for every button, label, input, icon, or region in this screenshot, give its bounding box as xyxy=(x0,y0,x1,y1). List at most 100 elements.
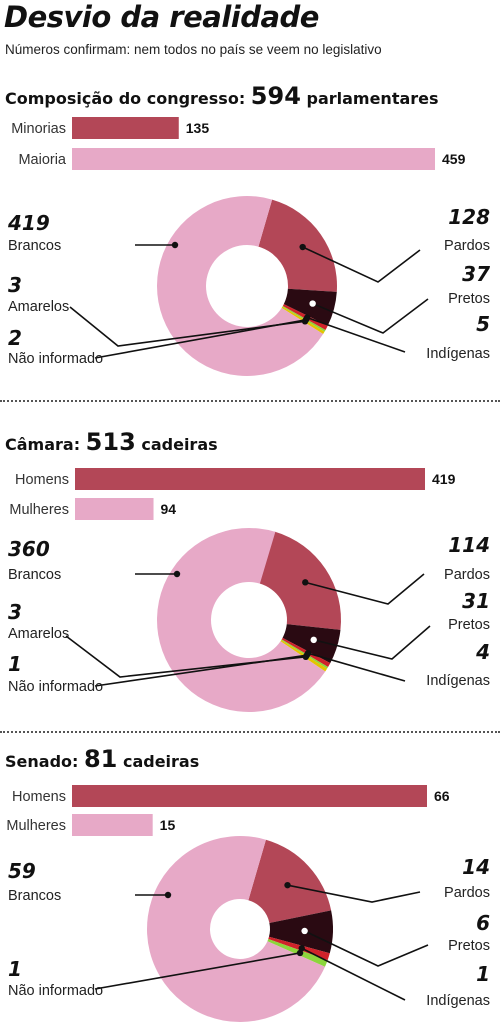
slice-value-label: 1 xyxy=(8,957,22,981)
donut-slice xyxy=(157,196,324,376)
slice-category-label: Indígenas xyxy=(426,346,490,362)
donut-slice xyxy=(258,199,337,292)
bar-category-label: Minorias xyxy=(11,121,66,137)
section-number: 594 xyxy=(250,82,301,110)
slice-value-label: 37 xyxy=(462,262,490,286)
page-title: Desvio da realidade xyxy=(4,0,319,34)
slice-category-label: Amarelos xyxy=(8,626,69,642)
slice-category-label: Indígenas xyxy=(426,673,490,689)
leader-dot xyxy=(299,243,306,251)
slice-value-label: 6 xyxy=(476,911,490,935)
leader-line xyxy=(302,246,421,283)
bar xyxy=(75,498,154,520)
leader-dot xyxy=(303,314,311,321)
section-label: Câmara: xyxy=(5,435,81,454)
leader-line xyxy=(301,947,406,1001)
donut-slice xyxy=(268,910,333,954)
slice-value-label: 1 xyxy=(8,652,22,676)
leader-line xyxy=(304,930,429,967)
slice-category-label: Brancos xyxy=(8,238,61,254)
leader-dot xyxy=(309,300,316,307)
leader-dot xyxy=(173,570,181,578)
donut-slice xyxy=(147,836,325,1023)
bar-category-label: Mulheres xyxy=(6,818,66,834)
section-number: 513 xyxy=(85,428,136,456)
slice-category-label: Não informado xyxy=(8,983,103,999)
slice-value-label: 5 xyxy=(476,312,490,336)
leader-line xyxy=(313,625,431,660)
bar xyxy=(72,785,427,807)
section-label: Composição do congresso: xyxy=(5,89,246,108)
bar xyxy=(72,814,153,836)
leader-line xyxy=(287,884,421,903)
slice-category-label: Pretos xyxy=(448,291,490,307)
section-title-congresso: Composição do congresso: 594 parlamentar… xyxy=(5,82,439,110)
slice-value-label: 128 xyxy=(448,205,490,229)
bar xyxy=(72,148,435,170)
slice-value-label: 4 xyxy=(475,640,490,664)
leader-line xyxy=(69,306,306,347)
leader-dot xyxy=(298,945,305,952)
donut-slice xyxy=(259,531,341,630)
slice-category-label: Não informado xyxy=(8,679,103,695)
slice-value-label: 2 xyxy=(8,326,22,350)
bar xyxy=(72,117,179,139)
leader-dot xyxy=(284,881,291,889)
slice-category-label: Pretos xyxy=(448,938,490,954)
bar-value-label: 135 xyxy=(186,120,210,136)
slice-category-label: Brancos xyxy=(8,567,61,583)
slice-category-label: Pardos xyxy=(444,238,490,254)
slice-category-label: Pretos xyxy=(448,617,490,633)
slice-category-label: Amarelos xyxy=(8,299,69,315)
bar-value-label: 94 xyxy=(161,501,177,517)
bar-category-label: Mulheres xyxy=(9,502,69,518)
leader-line xyxy=(305,573,425,605)
section-unit: cadeiras xyxy=(141,435,218,454)
bar-category-label: Homens xyxy=(15,472,69,488)
slice-value-label: 3 xyxy=(8,273,22,297)
bar-value-label: 66 xyxy=(434,788,450,804)
section-unit: cadeiras xyxy=(122,752,200,771)
section-title-senado: Senado: 81 cadeiras xyxy=(5,745,199,773)
slice-category-label: Pardos xyxy=(444,567,490,583)
slice-value-label: 3 xyxy=(8,600,22,624)
leader-line xyxy=(307,652,406,682)
section-number: 81 xyxy=(83,745,118,773)
section-divider xyxy=(0,731,500,733)
section-label: Senado: xyxy=(5,752,79,771)
slice-category-label: Indígenas xyxy=(426,993,490,1009)
bar xyxy=(75,468,425,490)
slice-value-label: 419 xyxy=(7,211,50,235)
slice-value-label: 31 xyxy=(462,589,490,613)
slice-value-label: 14 xyxy=(462,855,490,879)
leader-dot xyxy=(302,579,309,586)
slice-value-label: 114 xyxy=(448,533,490,557)
bar-category-label: Homens xyxy=(12,789,66,805)
leader-line xyxy=(94,319,307,359)
bar-value-label: 419 xyxy=(432,471,456,487)
section-title-camara: Câmara: 513 cadeiras xyxy=(5,428,218,456)
slice-category-label: Brancos xyxy=(8,888,61,904)
slice-value-label: 59 xyxy=(8,859,36,883)
slice-category-label: Não informado xyxy=(8,351,103,367)
bar-category-label: Maioria xyxy=(18,152,66,168)
donut-slice xyxy=(248,839,332,923)
slice-category-label: Pardos xyxy=(444,885,490,901)
leader-line xyxy=(94,952,301,990)
leader-line xyxy=(306,316,406,353)
donut-slice xyxy=(283,288,337,326)
slice-value-label: 1 xyxy=(476,962,490,986)
bar-value-label: 15 xyxy=(160,817,176,833)
leader-line xyxy=(312,298,429,334)
leader-dot xyxy=(310,636,317,644)
leader-dot xyxy=(304,649,312,657)
leader-dot xyxy=(164,891,172,899)
leader-line xyxy=(94,654,307,687)
donut-slice xyxy=(157,528,326,713)
slice-value-label: 360 xyxy=(8,537,50,561)
page-subtitle: Números confirmam: nem todos no país se … xyxy=(5,42,382,57)
leader-dot xyxy=(301,927,308,935)
leader-dot xyxy=(171,241,179,249)
section-unit: parlamentares xyxy=(306,89,439,108)
